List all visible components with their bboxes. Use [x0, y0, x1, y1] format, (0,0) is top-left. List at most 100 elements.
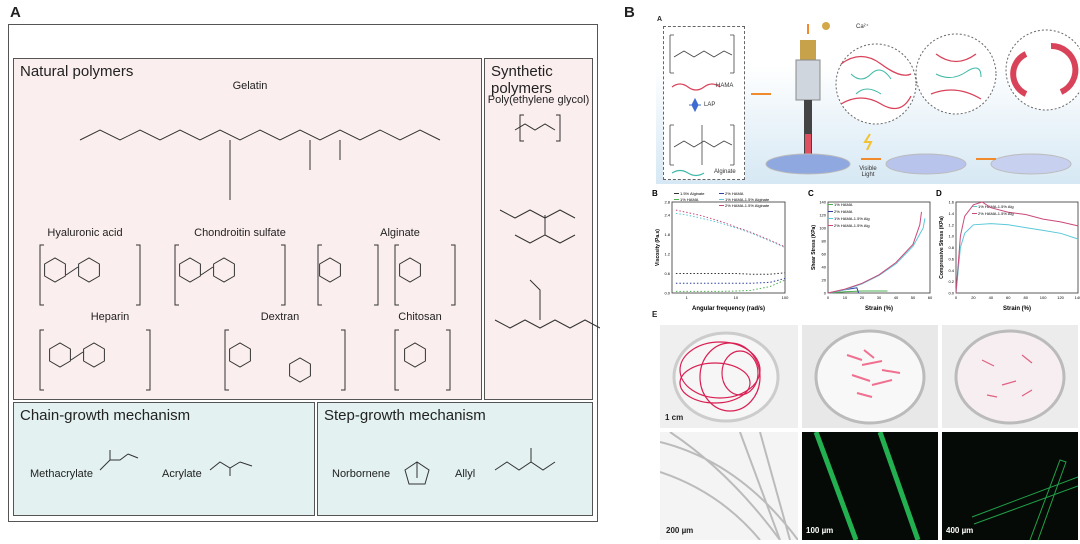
x-tick-label: 100 [782, 295, 789, 300]
sugar-ring [404, 342, 426, 368]
repeat-bracket [39, 244, 141, 306]
x-tick-label: 0 [955, 295, 958, 300]
repeat-bracket [317, 244, 379, 306]
y-tick-label: 120 [819, 213, 826, 218]
legend-entry: 1% HAMA-1.5% Alg [978, 204, 1014, 209]
y-tick-label: 1.8 [664, 232, 670, 237]
x-tick-label: 50 [911, 295, 916, 300]
y-tick-label: 2.8 [664, 200, 670, 205]
calcium-ion-icon [822, 22, 830, 30]
synthetic-polymers-box: Synthetic polymers [484, 58, 593, 400]
series-line [675, 279, 786, 292]
legend-entry: 1.5% Alginate [680, 191, 705, 196]
sugar-ring [83, 342, 105, 368]
legend-entry: 2% HAMA [725, 191, 744, 196]
components-legend: HAMA LAP Alginate [663, 26, 745, 180]
y-tick-label: 1.0 [948, 234, 954, 239]
sugar-ring [44, 257, 66, 283]
y-axis-label: Viscosity (Pa.s) [655, 229, 661, 266]
repeat-bracket [224, 329, 346, 391]
step-growth-box: Step-growth mechanism [317, 402, 593, 516]
zoom-circle [915, 33, 997, 115]
molecule-name-chondroitin-sulfate: Chondroitin sulfate [194, 227, 286, 239]
fabrication-schematic: A HAMA LAP Alginate Ca²⁺ Visible Light [656, 14, 1080, 184]
x-axis-label: Strain (%) [1003, 306, 1031, 312]
x-tick-label: 80 [1023, 295, 1028, 300]
legend-lap: LAP [704, 102, 716, 108]
legend-entry: 2% HAMA [834, 209, 853, 214]
y-tick-label: 140 [819, 200, 826, 205]
sugar-ring [179, 257, 201, 283]
legend-alginate: Alginate [714, 169, 736, 175]
panel-a-frame [8, 24, 598, 522]
micrograph-brightfield: 200 µm [660, 432, 798, 540]
y-tick-label: 80 [822, 239, 827, 244]
zoom-circle [835, 43, 917, 125]
synthetic-polymers-title: Synthetic polymers [491, 63, 553, 97]
molecule-name-peg: Poly(ethylene glycol) [487, 94, 590, 106]
step-item-allyl: Allyl [455, 468, 476, 480]
x-tick-label: 120 [1057, 295, 1064, 300]
legend-entry: 1% HAMA-1.5% Alginate [725, 197, 770, 202]
series-line [955, 223, 1079, 294]
legend-entry: 2% HAMA-1.5% Alg [834, 223, 870, 228]
legend-hama: HAMA [716, 83, 734, 89]
visible-light-label: Visible Light [859, 166, 877, 178]
y-tick-label: 0.6 [664, 271, 670, 276]
y-tick-label: 1.2 [948, 222, 954, 227]
plot-frame [955, 201, 1079, 294]
photos-label: E [652, 310, 658, 319]
zoom-circle [1005, 29, 1080, 111]
x-axis-label: Strain (%) [865, 306, 893, 312]
step-growth-title: Step-growth mechanism [324, 407, 486, 424]
y-tick-label: 1.4 [948, 211, 954, 216]
sugar-ring [319, 257, 341, 283]
calcium-ion-label: Ca²⁺ [856, 24, 869, 30]
y-tick-label: 0.2 [948, 279, 954, 284]
panel-label-a: A [10, 4, 21, 21]
y-tick-label: 40 [822, 265, 827, 270]
series-line [955, 201, 1079, 294]
micrograph-fluorescence-2: 400 µm [942, 432, 1078, 540]
y-axis-label: Compressive Stress (KPa) [939, 216, 945, 279]
molecule-name-dextran: Dextran [260, 311, 300, 323]
scale-bar-200um: 200 µm [666, 526, 694, 535]
x-tick-label: 10 [734, 295, 739, 300]
series-line [675, 272, 786, 275]
scale-bar-100um: 100 µm [806, 526, 834, 535]
chain-growth-box: Chain-growth mechanism [13, 402, 315, 516]
photo-long-fibers: 1 cm [660, 325, 798, 428]
micrograph-fluorescence-1: 100 µm [802, 432, 938, 540]
schematic-label: A [657, 16, 663, 23]
x-tick-label: 0 [827, 295, 830, 300]
chart-C: C Strain (%) Shear Stress (KPa) 0 20 40 60 80 10… [808, 190, 933, 312]
photo-short-fibers [802, 325, 938, 428]
x-tick-label: 1 [686, 295, 689, 300]
light-icon [863, 133, 873, 151]
repeat-bracket [519, 114, 561, 142]
x-tick-label: 60 [1006, 295, 1011, 300]
natural-polymers-title: Natural polymers [20, 63, 134, 80]
y-tick-label: 0.6 [948, 256, 954, 261]
panel-label-b: B [624, 4, 635, 21]
molecule-name-heparin: Heparin [90, 311, 130, 323]
y-axis-label: Shear Stress (KPa) [811, 225, 817, 270]
sugar-ring [289, 357, 311, 383]
chart-B: B Angular frequency (rad/s) Viscosity (Pa.… [652, 190, 789, 312]
plot-frame [671, 201, 786, 294]
y-tick-label: 0.0 [948, 291, 954, 296]
x-tick-label: 40 [989, 295, 994, 300]
chain-item-methacrylate: Methacrylate [30, 468, 93, 480]
scale-bar-400um: 400 µm [946, 526, 974, 535]
sugar-ring [78, 257, 100, 283]
mechanical-charts: B Angular frequency (rad/s) Viscosity (Pa.… [652, 190, 1080, 312]
y-tick-label: 100 [819, 226, 826, 231]
y-tick-label: 2.4 [664, 213, 670, 218]
legend-entry: 2% HAMA-1.5% Alg [978, 211, 1014, 216]
chart-label: B [652, 190, 658, 198]
x-tick-label: 60 [928, 295, 933, 300]
x-tick-label: 140 [1075, 295, 1080, 300]
natural-polymers-box: Natural polymers [13, 58, 482, 400]
chain-item-acrylate: Acrylate [162, 468, 202, 480]
process-illustration [751, 22, 1080, 175]
